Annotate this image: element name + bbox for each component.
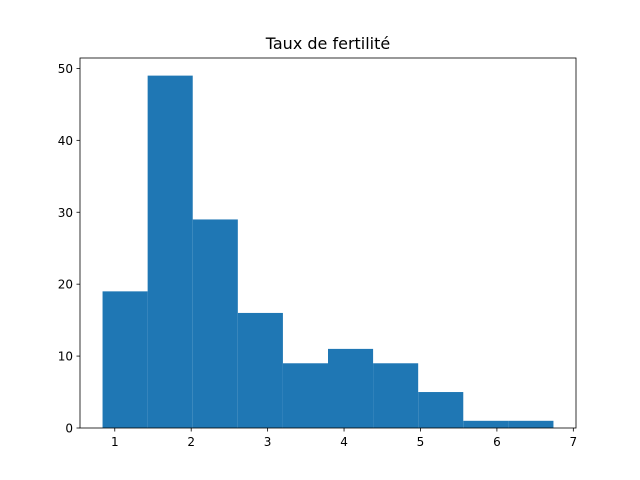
histogram-bar-10 bbox=[508, 420, 554, 428]
x-tick-label: 5 bbox=[417, 435, 425, 449]
histogram-bar-5 bbox=[282, 363, 328, 428]
histogram-bar-7 bbox=[373, 363, 419, 428]
histogram-bar-6 bbox=[328, 348, 374, 428]
x-tick-label: 2 bbox=[187, 435, 195, 449]
y-axis: 0 10 20 30 40 50 bbox=[58, 62, 80, 436]
x-axis: 1 2 3 4 5 6 7 bbox=[111, 428, 577, 449]
histogram-bar-4 bbox=[237, 312, 283, 428]
x-tick-label: 6 bbox=[493, 435, 501, 449]
y-tick-label: 10 bbox=[58, 350, 73, 364]
histogram-bar-3 bbox=[192, 219, 238, 428]
plot-frame bbox=[79, 57, 577, 429]
histogram-bar-2 bbox=[147, 75, 193, 429]
y-tick-label: 30 bbox=[58, 206, 73, 220]
y-tick-label: 40 bbox=[58, 134, 73, 148]
histogram-bar-1 bbox=[102, 291, 148, 428]
histogram-bar-9 bbox=[463, 420, 509, 428]
x-tick-label: 4 bbox=[340, 435, 348, 449]
chart-title: Taux de fertilité bbox=[265, 34, 391, 53]
x-tick-label: 1 bbox=[111, 435, 119, 449]
y-tick-label: 50 bbox=[58, 62, 73, 76]
histogram-bar-8 bbox=[418, 392, 464, 428]
x-tick-label: 3 bbox=[264, 435, 272, 449]
bars-group bbox=[102, 75, 554, 429]
y-tick-label: 0 bbox=[65, 422, 73, 436]
x-tick-label: 7 bbox=[570, 435, 578, 449]
y-tick-label: 20 bbox=[58, 278, 73, 292]
